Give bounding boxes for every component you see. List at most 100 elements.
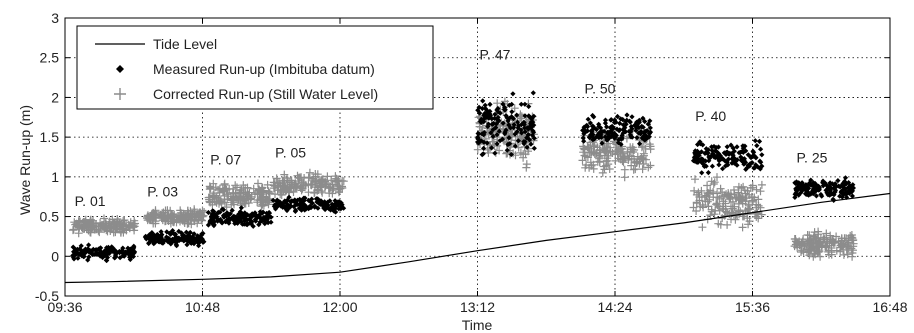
measured-marker xyxy=(705,170,711,176)
measured-marker xyxy=(127,254,133,260)
corrected-marker xyxy=(832,232,841,241)
measured-marker xyxy=(293,199,299,205)
measured-marker xyxy=(119,247,125,253)
corrected-marker xyxy=(734,182,743,191)
corrected-marker xyxy=(843,250,852,259)
corrected-marker xyxy=(335,182,344,191)
corrected-marker xyxy=(495,146,504,155)
corrected-marker xyxy=(709,193,718,202)
corrected-marker xyxy=(637,153,646,162)
measured-marker xyxy=(481,145,487,151)
corrected-marker xyxy=(307,181,316,190)
measured-marker xyxy=(842,181,848,187)
measured-marker xyxy=(321,205,327,211)
corrected-marker xyxy=(716,184,725,193)
profile-label: P. 07 xyxy=(210,152,241,168)
corrected-marker xyxy=(323,172,332,181)
measured-marker xyxy=(325,202,331,208)
measured-marker xyxy=(510,91,516,97)
corrected-marker xyxy=(129,221,138,230)
measured-marker xyxy=(481,112,487,118)
measured-marker xyxy=(581,138,587,144)
measured-marker xyxy=(596,121,602,127)
measured-marker xyxy=(168,231,174,237)
corrected-marker xyxy=(230,200,238,209)
measured-marker xyxy=(522,139,528,145)
measured-marker xyxy=(205,222,211,228)
corrected-marker xyxy=(519,150,528,159)
measured-marker xyxy=(590,137,596,143)
corrected-marker xyxy=(811,244,820,253)
measured-marker xyxy=(482,102,488,108)
corrected-marker xyxy=(704,202,713,211)
corrected-marker xyxy=(710,210,719,219)
measured-marker xyxy=(482,105,488,112)
corrected-marker xyxy=(583,143,592,152)
corrected-marker xyxy=(756,187,765,196)
corrected-marker xyxy=(75,216,84,225)
measured-marker xyxy=(614,113,621,120)
measured-marker xyxy=(583,123,589,129)
measured-marker xyxy=(530,90,536,96)
corrected-marker xyxy=(271,190,279,199)
measured-marker xyxy=(337,202,343,209)
corrected-marker xyxy=(166,206,175,215)
measured-marker xyxy=(496,128,502,134)
measured-marker xyxy=(734,144,740,150)
measured-marker xyxy=(599,129,605,135)
measured-marker xyxy=(749,160,755,166)
measured-marker xyxy=(642,128,648,134)
measured-marker xyxy=(526,113,532,119)
measured-marker xyxy=(268,214,274,220)
measured-marker xyxy=(509,114,515,120)
corrected-marker xyxy=(641,144,650,153)
corrected-marker xyxy=(728,197,737,206)
corrected-marker xyxy=(631,165,640,174)
corrected-marker xyxy=(233,183,241,192)
measured-marker xyxy=(590,112,596,119)
measured-marker xyxy=(809,188,815,194)
measured-marker xyxy=(277,199,283,205)
measured-marker xyxy=(609,129,615,135)
measured-marker xyxy=(644,135,650,141)
measured-marker xyxy=(328,207,334,213)
measured-marker xyxy=(613,132,619,138)
measured-marker xyxy=(169,240,175,246)
measured-marker xyxy=(593,126,600,133)
corrected-marker xyxy=(827,241,836,250)
y-tick-label: 0.5 xyxy=(40,209,60,225)
corrected-marker xyxy=(269,178,278,187)
corrected-marker xyxy=(214,185,223,194)
corrected-marker xyxy=(790,235,799,243)
corrected-marker xyxy=(105,217,114,226)
corrected-marker xyxy=(151,206,160,215)
corrected-marker xyxy=(473,145,482,154)
measured-marker xyxy=(493,125,499,131)
measured-marker xyxy=(508,151,514,158)
measured-marker xyxy=(487,101,493,107)
measured-marker xyxy=(642,118,648,125)
corrected-marker xyxy=(803,231,812,239)
measured-marker xyxy=(500,101,506,107)
measured-marker xyxy=(104,257,110,264)
corrected-marker xyxy=(734,206,743,215)
measured-marker xyxy=(616,137,622,143)
tide-level-line xyxy=(64,192,891,284)
measured-marker xyxy=(127,246,133,252)
measured-marker xyxy=(697,141,703,147)
measured-marker xyxy=(599,140,605,146)
measured-marker xyxy=(627,132,633,138)
measured-marker xyxy=(486,115,492,121)
corrected-marker xyxy=(715,194,724,203)
measured-marker xyxy=(496,117,502,124)
measured-marker xyxy=(284,197,290,203)
measured-marker xyxy=(295,197,301,203)
measured-marker xyxy=(143,233,149,239)
corrected-marker xyxy=(587,148,595,157)
measured-marker xyxy=(620,126,626,133)
corrected-marker xyxy=(625,152,634,161)
corrected-marker xyxy=(206,198,215,207)
corrected-marker xyxy=(287,178,296,187)
measured-marker xyxy=(494,141,500,147)
corrected-marker xyxy=(481,134,490,143)
